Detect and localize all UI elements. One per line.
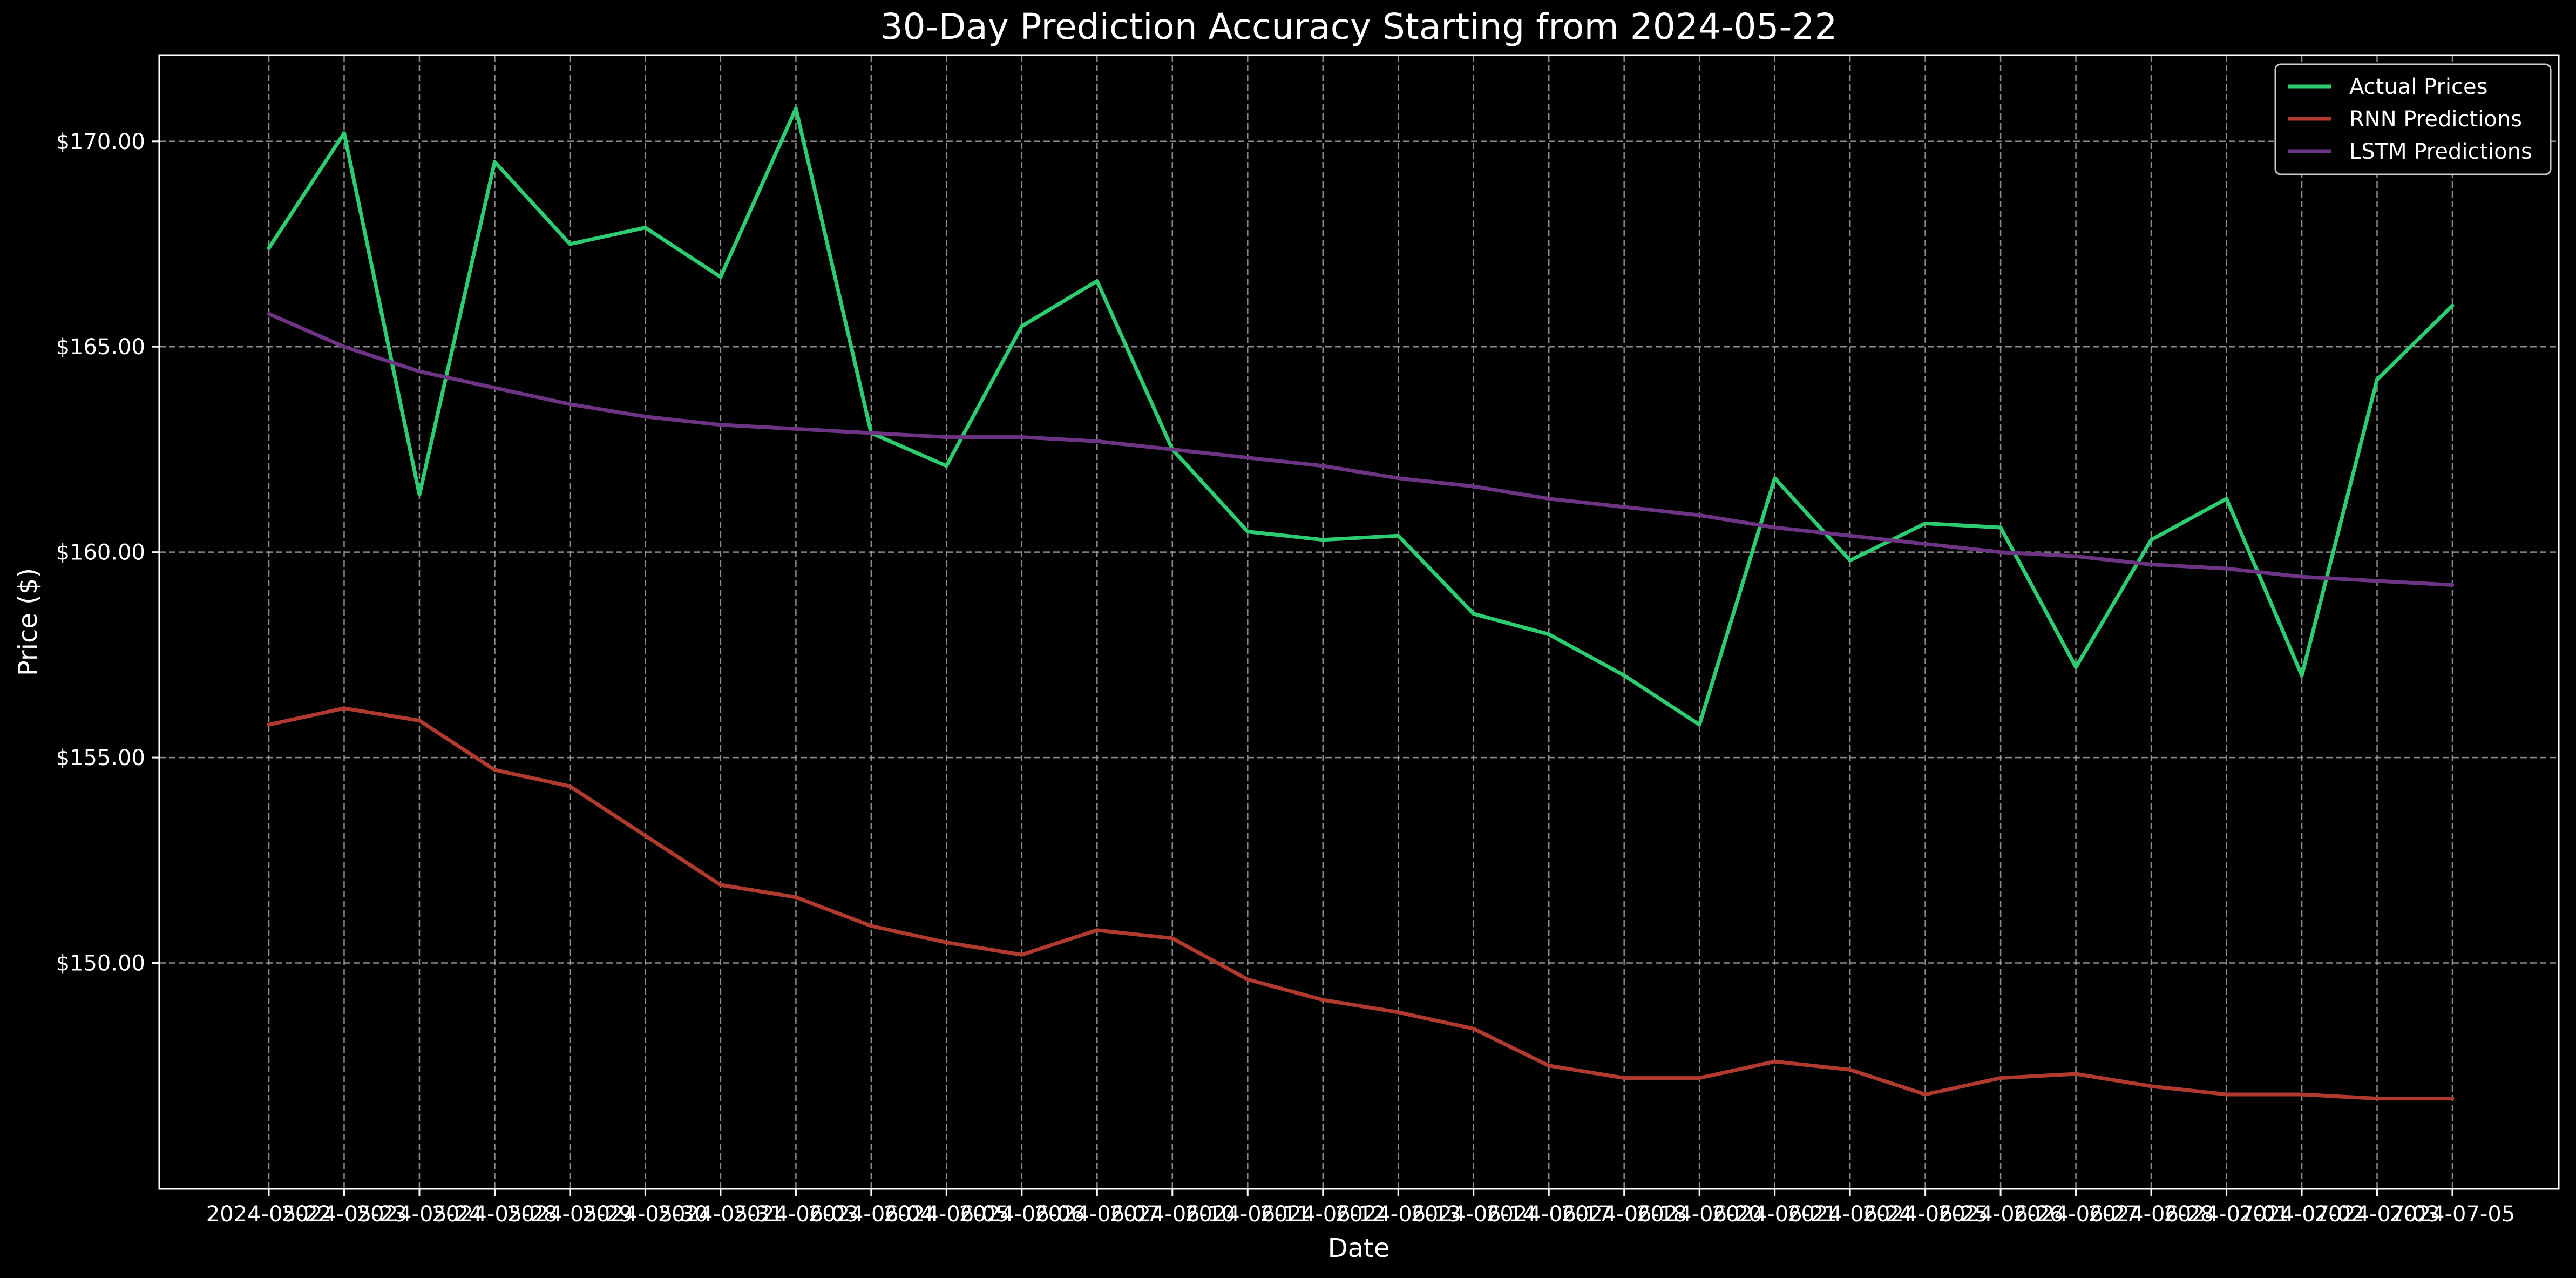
grid-layer <box>159 55 2559 1189</box>
x-tick-label: 2024-06-03 <box>733 1202 858 1227</box>
x-tick-label: 2024-05-29 <box>507 1202 633 1227</box>
plot-area-frame <box>158 54 2560 1190</box>
x-tick-label: 2024-06-07 <box>1034 1202 1160 1227</box>
x-tick-label: 2024-05-30 <box>582 1202 708 1227</box>
x-tick-label: 2024-06-28 <box>2089 1202 2214 1227</box>
series-layer <box>267 106 2455 1101</box>
legend-label-lstm-predictions: LSTM Predictions <box>2349 139 2532 164</box>
y-axis-ticks: $150.00 $155.00 $160.00 $165.00 $170.00 <box>56 130 159 976</box>
x-tick-label: 2024-07-01 <box>2164 1202 2289 1227</box>
x-tick-label: 2024-06-05 <box>884 1202 1009 1227</box>
chart-title: 30-Day Prediction Accuracy Starting from… <box>880 6 1838 48</box>
x-tick-label: 2024-06-10 <box>1110 1202 1235 1227</box>
x-tick-label: 2024-06-21 <box>1712 1202 1837 1227</box>
x-axis-label: Date <box>1328 1233 1390 1263</box>
x-axis-ticks: 2024-05-222024-05-232024-05-242024-05-28… <box>206 1189 2515 1227</box>
x-tick-label: 2024-06-25 <box>1862 1202 1988 1227</box>
x-tick-label: 2024-06-11 <box>1185 1202 1310 1227</box>
x-tick-label: 2024-06-27 <box>2013 1202 2138 1227</box>
legend-frame <box>2274 63 2552 175</box>
x-tick-label: 2024-06-18 <box>1561 1202 1686 1227</box>
y-tick-label: $155.00 <box>56 746 145 770</box>
legend-items: Actual Prices RNN Predictions LSTM Predict… <box>2288 75 2532 164</box>
series-line-rnn-predictions <box>267 706 2455 1101</box>
x-tick-label: 2024-07-03 <box>2314 1202 2439 1227</box>
x-tick-label: 2024-06-06 <box>959 1202 1084 1227</box>
x-tick-label: 2024-05-28 <box>432 1202 557 1227</box>
x-tick-label: 2024-06-04 <box>809 1202 934 1227</box>
x-tick-label: 2024-07-02 <box>2239 1202 2364 1227</box>
x-tick-label: 2024-06-14 <box>1411 1202 1536 1227</box>
y-tick-label: $165.00 <box>56 335 145 360</box>
series-line-actual-prices <box>267 106 2455 727</box>
y-tick-label: $160.00 <box>56 540 145 565</box>
x-tick-label: 2024-05-23 <box>281 1202 406 1227</box>
x-tick-label: 2024-06-12 <box>1260 1202 1386 1227</box>
y-tick-label: $150.00 <box>56 951 145 976</box>
series-line-lstm-predictions <box>267 312 2455 587</box>
legend-label-rnn-predictions: RNN Predictions <box>2349 107 2522 132</box>
x-tick-label: 2024-06-13 <box>1336 1202 1461 1227</box>
x-tick-label: 2024-06-26 <box>1938 1202 2063 1227</box>
x-tick-label: 2024-06-24 <box>1787 1202 1913 1227</box>
x-tick-label: 2024-05-24 <box>357 1202 482 1227</box>
legend: Actual Prices RNN Predictions LSTM Predict… <box>2274 63 2552 175</box>
y-tick-label: $170.00 <box>56 130 145 154</box>
x-tick-label: 2024-06-17 <box>1486 1202 1611 1227</box>
legend-label-actual-prices: Actual Prices <box>2349 75 2487 99</box>
x-tick-label: 2024-06-20 <box>1637 1202 1762 1227</box>
x-tick-label: 2024-05-31 <box>658 1202 783 1227</box>
x-tick-label: 2024-07-05 <box>2390 1202 2515 1227</box>
y-axis-label: Price ($) <box>13 568 43 676</box>
x-tick-label: 2024-05-22 <box>206 1202 331 1227</box>
